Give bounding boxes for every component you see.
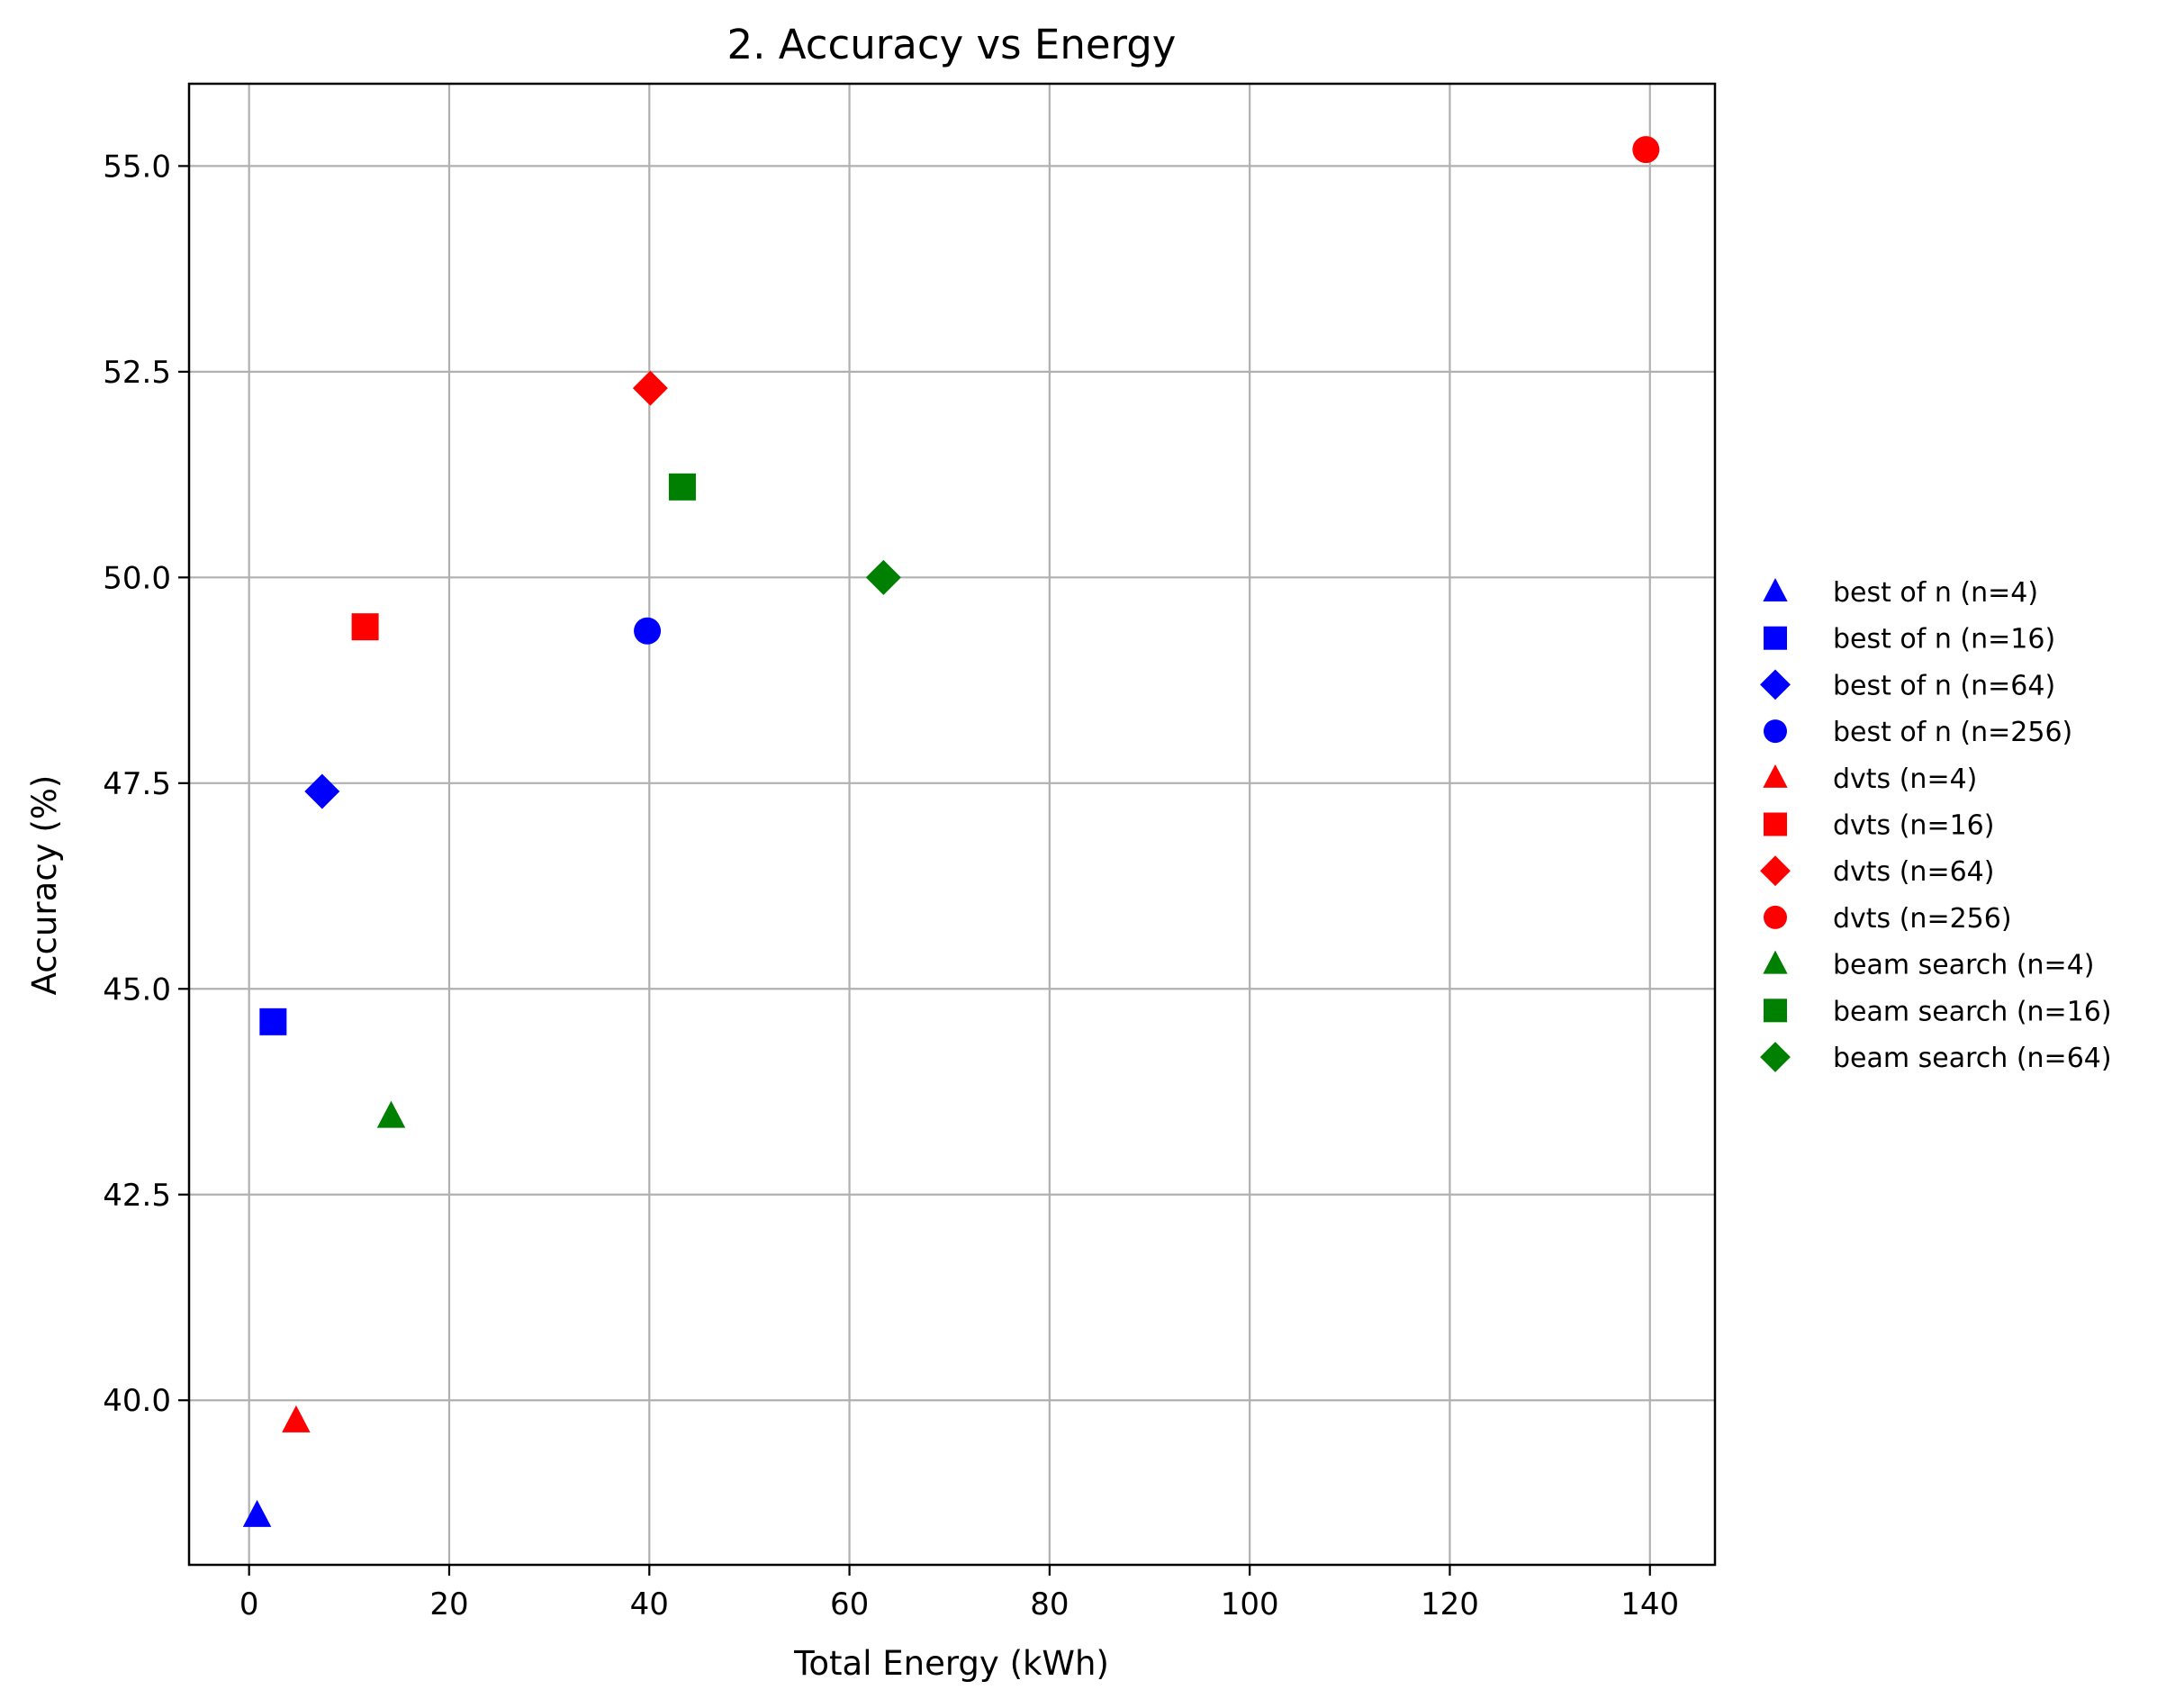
data-points	[242, 136, 1660, 1527]
legend-label: beam search (n=16)	[1833, 996, 2112, 1027]
y-axis-label: Accuracy (%)	[25, 775, 64, 996]
data-point-diamond	[304, 773, 340, 809]
x-tick-label: 100	[1221, 1586, 1279, 1622]
legend-label: dvts (n=4)	[1833, 764, 1977, 795]
y-tick-label: 50.0	[103, 560, 171, 596]
data-point-square	[351, 613, 379, 641]
legend-label: dvts (n=256)	[1833, 903, 2012, 935]
x-tick-label: 20	[429, 1586, 468, 1622]
legend-label: best of n (n=16)	[1833, 624, 2055, 655]
legend-marker-square	[1764, 812, 1787, 836]
axis-ticks: 0 20 40 60 80 100 120 140 40.0 42.5 45.0 47.5 50.0 52…	[103, 149, 1679, 1622]
y-tick-label: 40.0	[103, 1383, 171, 1419]
legend: best of n (n=4) best of n (n=16) best of n…	[1760, 577, 2112, 1074]
y-tick-label: 55.0	[103, 149, 171, 185]
x-tick-label: 0	[239, 1586, 259, 1622]
x-tick-label: 80	[1030, 1586, 1069, 1622]
data-point-square	[668, 473, 696, 501]
legend-label: dvts (n=64)	[1833, 856, 1994, 888]
data-point-diamond	[865, 559, 901, 595]
legend-marker-triangle	[1763, 764, 1788, 788]
x-tick-label: 140	[1620, 1586, 1679, 1622]
legend-marker-circle	[1764, 719, 1787, 744]
plot-area-frame	[187, 82, 1717, 1567]
data-point-circle	[634, 617, 662, 645]
data-point-circle	[1632, 136, 1660, 164]
data-point-triangle	[376, 1100, 406, 1128]
x-tick-label: 120	[1421, 1586, 1479, 1622]
y-tick-label: 47.5	[103, 766, 171, 802]
x-axis-label: Total Energy (kWh)	[793, 1644, 1109, 1683]
legend-marker-circle	[1764, 905, 1787, 929]
legend-label: beam search (n=64)	[1833, 1043, 2112, 1074]
chart-title: 2. Accuracy vs Energy	[727, 21, 1177, 68]
legend-label: best of n (n=256)	[1833, 717, 2072, 748]
grid-lines	[189, 84, 1715, 1565]
legend-marker-diamond	[1760, 855, 1791, 887]
legend-label: dvts (n=16)	[1833, 810, 1994, 842]
data-point-square	[259, 1008, 287, 1035]
legend-marker-square	[1764, 999, 1787, 1023]
data-point-triangle	[242, 1499, 272, 1527]
data-point-triangle	[282, 1405, 311, 1432]
x-tick-label: 40	[630, 1586, 669, 1622]
y-tick-label: 42.5	[103, 1178, 171, 1214]
x-tick-label: 60	[830, 1586, 869, 1622]
legend-marker-triangle	[1763, 578, 1788, 602]
legend-marker-diamond	[1760, 669, 1791, 700]
legend-label: best of n (n=4)	[1833, 577, 2038, 609]
legend-label: best of n (n=64)	[1833, 670, 2055, 701]
legend-marker-square	[1764, 626, 1787, 650]
legend-marker-diamond	[1760, 1042, 1791, 1072]
data-point-diamond	[632, 370, 668, 406]
legend-marker-triangle	[1763, 950, 1788, 974]
legend-label: beam search (n=4)	[1833, 950, 2094, 981]
y-tick-label: 45.0	[103, 972, 171, 1008]
y-tick-label: 52.5	[103, 355, 171, 391]
